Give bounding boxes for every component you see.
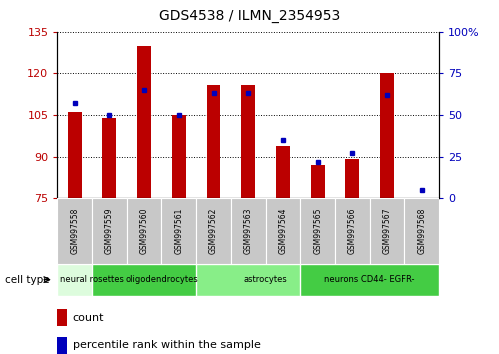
Text: oligodendrocytes: oligodendrocytes — [125, 275, 198, 284]
Text: GSM997558: GSM997558 — [70, 208, 79, 254]
Text: count: count — [73, 313, 104, 323]
Bar — [311, 165, 324, 198]
Bar — [92, 198, 127, 264]
Text: GSM997565: GSM997565 — [313, 208, 322, 254]
Text: GDS4538 / ILMN_2354953: GDS4538 / ILMN_2354953 — [159, 9, 340, 23]
Bar — [345, 159, 359, 198]
Bar — [57, 198, 92, 264]
Bar — [265, 198, 300, 264]
Bar — [172, 115, 186, 198]
Text: GSM997562: GSM997562 — [209, 208, 218, 254]
Text: neural rosettes: neural rosettes — [60, 275, 124, 284]
Bar — [300, 198, 335, 264]
Text: GSM997559: GSM997559 — [105, 208, 114, 254]
Text: percentile rank within the sample: percentile rank within the sample — [73, 340, 260, 350]
Bar — [127, 198, 162, 264]
Bar — [102, 118, 116, 198]
Bar — [231, 198, 265, 264]
Text: GSM997568: GSM997568 — [417, 208, 426, 254]
Text: astrocytes: astrocytes — [244, 275, 287, 284]
Bar — [207, 85, 221, 198]
Text: GSM997561: GSM997561 — [174, 208, 183, 254]
Bar — [196, 198, 231, 264]
Bar — [162, 198, 196, 264]
Bar — [196, 264, 335, 296]
Text: GSM997566: GSM997566 — [348, 208, 357, 254]
Text: GSM997563: GSM997563 — [244, 208, 253, 254]
Text: GSM997567: GSM997567 — [383, 208, 392, 254]
Bar — [137, 46, 151, 198]
Bar — [92, 264, 231, 296]
Bar — [57, 309, 67, 326]
Bar — [370, 198, 404, 264]
Bar — [335, 198, 370, 264]
Text: GSM997564: GSM997564 — [278, 208, 287, 254]
Bar — [68, 112, 82, 198]
Text: neurons CD44- EGFR-: neurons CD44- EGFR- — [324, 275, 415, 284]
Bar — [242, 85, 255, 198]
Bar — [300, 264, 439, 296]
Text: GSM997560: GSM997560 — [140, 208, 149, 254]
Bar — [404, 198, 439, 264]
Bar — [57, 337, 67, 354]
Bar — [276, 145, 290, 198]
Text: cell type: cell type — [5, 275, 49, 285]
Bar — [57, 264, 127, 296]
Bar — [380, 74, 394, 198]
